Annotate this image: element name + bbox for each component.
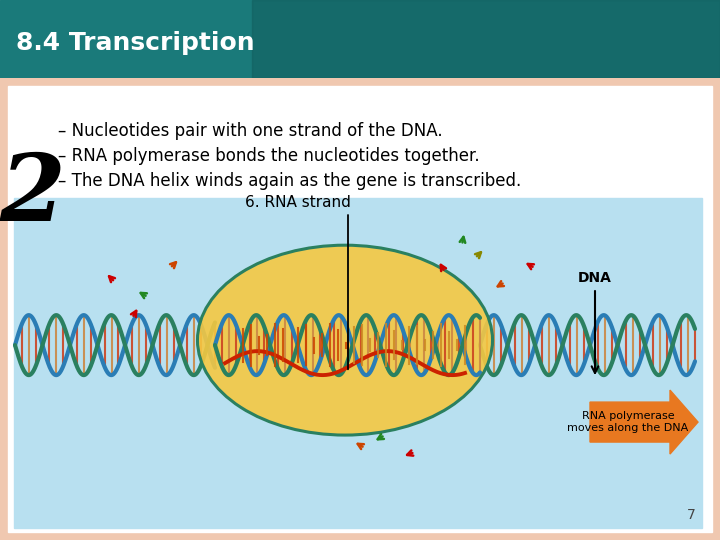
Text: 8.4 Transcription: 8.4 Transcription [16, 31, 254, 55]
Text: RNA polymerase
moves along the DNA: RNA polymerase moves along the DNA [567, 411, 688, 433]
Text: – Nucleotides pair with one strand of the DNA.: – Nucleotides pair with one strand of th… [58, 122, 443, 140]
Text: – RNA polymerase bonds the nucleotides together.: – RNA polymerase bonds the nucleotides t… [58, 147, 480, 165]
Bar [14, 198, 702, 528]
Text: 6. RNA strand: 6. RNA strand [245, 195, 351, 210]
Text: – The DNA helix winds again as the gene is transcribed.: – The DNA helix winds again as the gene … [58, 172, 521, 190]
Bar [252, 0, 720, 78]
Text: 7: 7 [688, 508, 696, 522]
Polygon shape [590, 390, 698, 454]
Ellipse shape [197, 245, 492, 435]
Text: 2: 2 [0, 150, 65, 240]
Text: DNA: DNA [578, 271, 612, 285]
